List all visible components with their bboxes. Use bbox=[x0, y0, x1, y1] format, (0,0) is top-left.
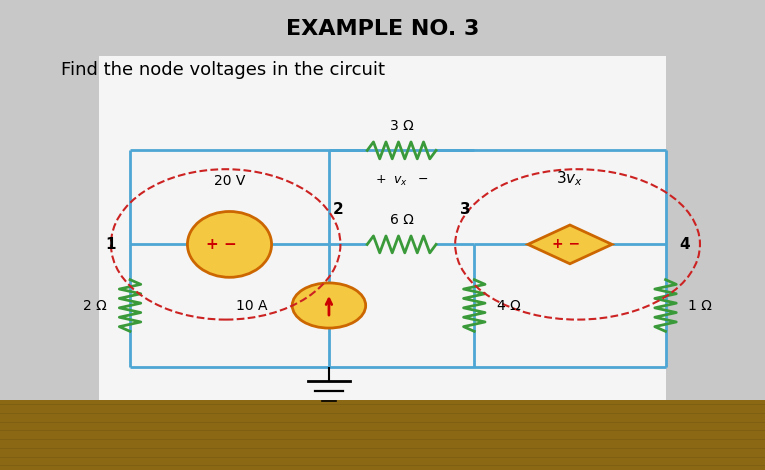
Text: 3 Ω: 3 Ω bbox=[389, 118, 414, 133]
Text: EXAMPLE NO. 3: EXAMPLE NO. 3 bbox=[286, 19, 479, 39]
Text: 2: 2 bbox=[333, 202, 343, 217]
Text: 1: 1 bbox=[106, 237, 116, 252]
Text: + −: + − bbox=[207, 237, 237, 252]
Text: 6 Ω: 6 Ω bbox=[389, 212, 414, 227]
Text: + −: + − bbox=[552, 237, 580, 251]
Text: $+\ \ v_x\ \ -$: $+\ \ v_x\ \ -$ bbox=[375, 174, 428, 188]
FancyBboxPatch shape bbox=[99, 56, 666, 399]
Circle shape bbox=[292, 283, 366, 328]
Text: 3: 3 bbox=[460, 202, 470, 217]
Text: 4: 4 bbox=[679, 237, 690, 252]
Text: 20 V: 20 V bbox=[213, 174, 246, 188]
Text: 4 Ω: 4 Ω bbox=[497, 298, 521, 313]
Polygon shape bbox=[528, 225, 612, 264]
Ellipse shape bbox=[187, 212, 272, 277]
Text: 2 Ω: 2 Ω bbox=[83, 298, 107, 313]
FancyBboxPatch shape bbox=[0, 400, 765, 470]
Text: 1 Ω: 1 Ω bbox=[688, 298, 712, 313]
Text: Find the node voltages in the circuit: Find the node voltages in the circuit bbox=[61, 61, 386, 79]
Text: 10 A: 10 A bbox=[236, 298, 268, 313]
Text: $3v_x$: $3v_x$ bbox=[556, 169, 584, 188]
